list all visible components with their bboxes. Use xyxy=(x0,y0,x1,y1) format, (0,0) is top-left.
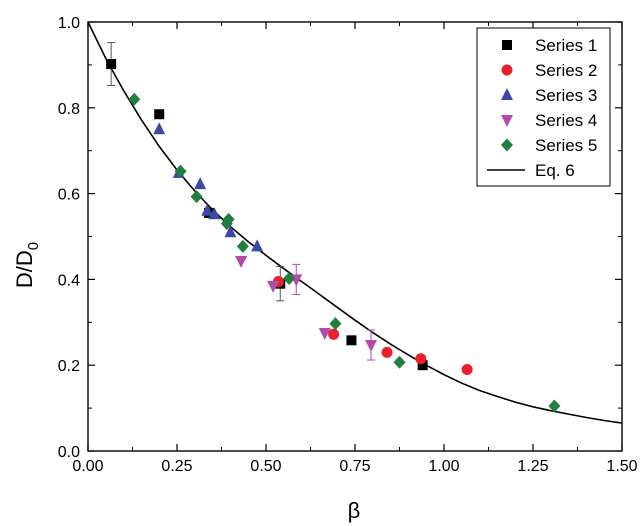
legend-marker-swatch xyxy=(501,64,513,76)
x-tick-label: 1.25 xyxy=(517,458,548,475)
y-tick-label: 1.0 xyxy=(58,15,80,32)
series-1-point xyxy=(417,360,428,371)
series-2-point xyxy=(461,363,473,375)
y-axis-title-main: D/D xyxy=(12,250,37,288)
legend-label: Series 2 xyxy=(535,61,597,80)
x-tick-label: 1.50 xyxy=(606,458,637,475)
legend-marker-swatch xyxy=(501,88,513,100)
series-5-point xyxy=(329,317,342,331)
series-3-point xyxy=(201,203,214,216)
x-tick-label: 0.50 xyxy=(250,458,281,475)
series-1-point xyxy=(346,335,357,346)
x-tick-label: 0.25 xyxy=(161,458,192,475)
y-tick-label: 0.2 xyxy=(58,358,80,375)
legend-box xyxy=(476,27,611,187)
y-tick-label: 0.8 xyxy=(58,101,80,118)
series-5-point xyxy=(283,272,296,286)
series-3-point xyxy=(251,239,264,252)
series-2-point xyxy=(328,328,340,340)
legend-label: Series 4 xyxy=(535,111,597,130)
series-5-point xyxy=(174,164,187,178)
series-5-point xyxy=(393,355,406,369)
series-5-point xyxy=(190,190,203,204)
series-3-point xyxy=(153,122,166,135)
legend-label: Eq. 6 xyxy=(535,161,575,180)
series-2-point xyxy=(381,346,393,358)
y-tick-label: 0.4 xyxy=(58,272,80,289)
y-axis-title: D/D0 xyxy=(12,242,42,288)
legend: Series 1 Series 2 Series 3 Series 4 Series 5… xyxy=(476,27,611,187)
series-5-point xyxy=(128,92,141,106)
legend-label: Series 5 xyxy=(535,136,597,155)
series-3-point xyxy=(224,225,237,238)
legend-marker-swatch xyxy=(501,138,513,152)
x-tick-label: 0.75 xyxy=(339,458,370,475)
series-4-point xyxy=(267,280,280,293)
x-tick-label: 1.00 xyxy=(428,458,459,475)
y-tick-label: 0.6 xyxy=(58,187,80,204)
x-axis-title: β xyxy=(348,498,361,523)
series-3-point xyxy=(194,177,207,190)
series-5-point xyxy=(220,217,233,231)
y-axis-title-subscript: 0 xyxy=(25,242,42,250)
x-tick-label: 0.00 xyxy=(72,458,103,475)
legend-label: Series 1 xyxy=(535,36,597,55)
legend-label: Series 3 xyxy=(535,86,597,105)
data-points-layer xyxy=(106,42,561,413)
series-5-point xyxy=(548,399,561,413)
series-4-point xyxy=(235,255,248,268)
series-4-point xyxy=(365,340,378,353)
series-4-point xyxy=(318,328,331,341)
legend-marker-swatch xyxy=(502,40,512,50)
legend-marker-swatch xyxy=(501,115,513,127)
series-2-point xyxy=(415,353,427,365)
series-1-point xyxy=(154,109,165,120)
y-tick-label: 0.0 xyxy=(58,444,80,461)
series-3-point xyxy=(208,207,221,220)
series-5-point xyxy=(236,239,249,253)
series-1-point xyxy=(106,59,117,70)
axes-layer: 0.00 0.25 0.50 0.75 1.00 1.25 1.50 0.0 0.2 0.4 0.6… xyxy=(58,15,638,475)
